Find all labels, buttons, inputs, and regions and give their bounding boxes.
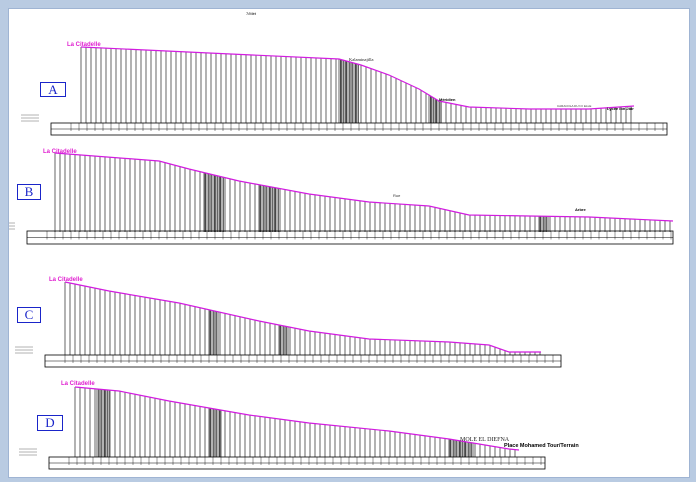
- terrain-profile-a: [80, 46, 635, 110]
- annotation-d-1: MOLE EL DIEFNA: [460, 437, 510, 443]
- terrain-profile-b: [54, 152, 674, 222]
- terrain-profile-c: [64, 281, 541, 353]
- top-mark: 7/Mét: [246, 11, 257, 16]
- annotation-a-3: CARACOLA DU N I ELLE: [557, 104, 592, 108]
- annotation-a-2: Méridien: [439, 97, 456, 102]
- profiles-drawing: [9, 46, 674, 470]
- panel-label-c: C: [17, 307, 41, 323]
- annotation-d-2: Place Mohamed Tour/Terrain: [504, 443, 579, 449]
- drawing-sheet: 7/Mét A La Citadelle Kalaminajilla Mérid…: [8, 8, 690, 478]
- panel-label-a: A: [40, 82, 66, 97]
- start-label-d: La Citadelle: [61, 381, 95, 387]
- annotation-a-4: Lycée ibn Jbir: [607, 106, 634, 111]
- annotation-b-1: Rue: [393, 193, 401, 198]
- start-label-b: La Citadelle: [43, 149, 77, 155]
- start-label-a: La Citadelle: [67, 42, 101, 48]
- terrain-profile-d: [74, 386, 520, 451]
- annotation-b-2: Arbre: [575, 207, 586, 212]
- panel-label-b: B: [17, 184, 41, 200]
- annotation-a-1: Kalaminajilla: [349, 57, 374, 62]
- panel-label-d: D: [37, 415, 63, 431]
- start-label-c: La Citadelle: [49, 277, 83, 283]
